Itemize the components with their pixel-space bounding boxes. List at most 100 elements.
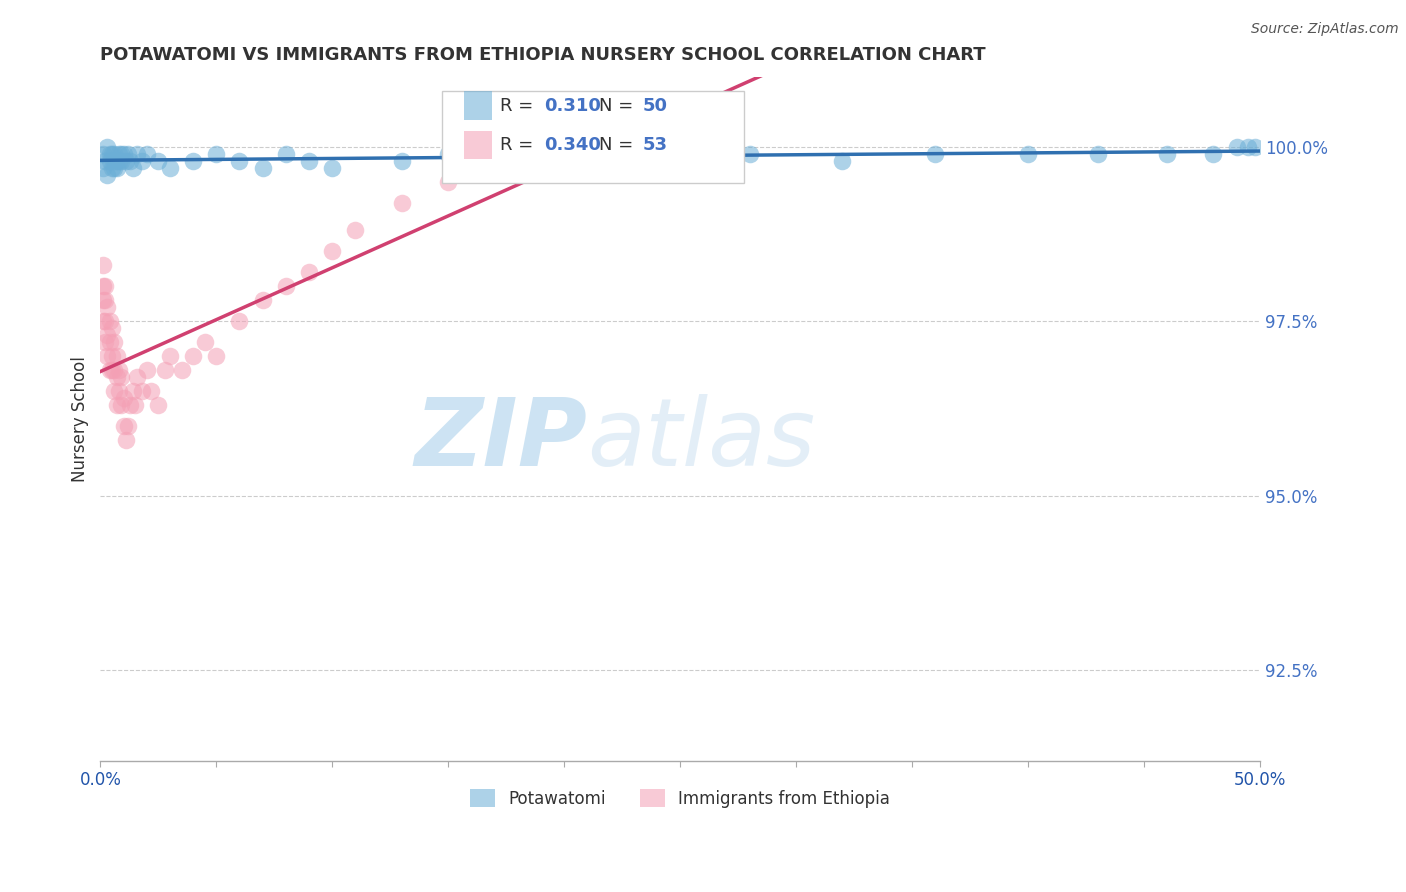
Point — [274, 279, 297, 293]
FancyBboxPatch shape — [464, 131, 492, 160]
Text: N =: N = — [599, 96, 638, 115]
Point — [344, 223, 367, 237]
Point — [831, 153, 853, 168]
Point — [181, 349, 204, 363]
Point — [321, 244, 343, 259]
Point — [96, 349, 118, 363]
Text: POTAWATOMI VS IMMIGRANTS FROM ETHIOPIA NURSERY SCHOOL CORRELATION CHART: POTAWATOMI VS IMMIGRANTS FROM ETHIOPIA N… — [100, 46, 986, 64]
Point — [105, 398, 128, 412]
Point — [91, 314, 114, 328]
Point — [205, 349, 228, 363]
Point — [91, 259, 114, 273]
Point — [148, 153, 170, 168]
Text: N =: N = — [599, 136, 638, 154]
Point — [1202, 146, 1225, 161]
Point — [1017, 146, 1039, 161]
Point — [108, 153, 131, 168]
Point — [98, 363, 121, 377]
Point — [155, 363, 177, 377]
Point — [94, 335, 117, 350]
Point — [321, 161, 343, 175]
Point — [96, 168, 118, 182]
Point — [115, 433, 138, 447]
Point — [274, 146, 297, 161]
Point — [121, 384, 143, 398]
Point — [1226, 139, 1249, 153]
Point — [1244, 139, 1267, 153]
Point — [170, 363, 193, 377]
Point — [148, 398, 170, 412]
Text: R =: R = — [501, 96, 540, 115]
Point — [127, 370, 149, 384]
Point — [120, 398, 142, 412]
Point — [135, 146, 157, 161]
Point — [112, 146, 135, 161]
Point — [298, 265, 321, 279]
Legend: Potawatomi, Immigrants from Ethiopia: Potawatomi, Immigrants from Ethiopia — [464, 783, 897, 814]
Text: 0.310: 0.310 — [544, 96, 602, 115]
Point — [105, 161, 128, 175]
Point — [110, 153, 132, 168]
Point — [159, 349, 181, 363]
Point — [121, 161, 143, 175]
Point — [105, 349, 128, 363]
Point — [131, 384, 153, 398]
Point — [101, 321, 124, 335]
Text: 53: 53 — [643, 136, 668, 154]
Point — [94, 279, 117, 293]
Point — [252, 293, 274, 308]
Point — [103, 161, 125, 175]
Point — [103, 363, 125, 377]
Point — [101, 363, 124, 377]
Point — [98, 335, 121, 350]
Point — [105, 370, 128, 384]
Point — [437, 175, 460, 189]
Point — [103, 146, 125, 161]
Point — [94, 293, 117, 308]
Point — [484, 153, 506, 168]
Point — [252, 161, 274, 175]
FancyBboxPatch shape — [443, 91, 744, 183]
Point — [103, 335, 125, 350]
Text: 50: 50 — [643, 96, 668, 115]
Point — [117, 419, 139, 434]
Text: R =: R = — [501, 136, 540, 154]
Point — [96, 328, 118, 343]
Point — [181, 153, 204, 168]
Point — [141, 384, 163, 398]
Point — [98, 314, 121, 328]
Point — [738, 146, 761, 161]
Point — [159, 161, 181, 175]
Point — [110, 146, 132, 161]
Point — [1087, 146, 1109, 161]
Point — [91, 146, 114, 161]
FancyBboxPatch shape — [464, 91, 492, 120]
Point — [124, 398, 146, 412]
Point — [103, 153, 125, 168]
Point — [96, 300, 118, 314]
Point — [298, 153, 321, 168]
Point — [1156, 146, 1178, 161]
Point — [437, 146, 460, 161]
Point — [228, 314, 250, 328]
Point — [1237, 139, 1260, 153]
Point — [101, 161, 124, 175]
Point — [391, 153, 413, 168]
Point — [94, 153, 117, 168]
Point — [117, 146, 139, 161]
Point — [101, 349, 124, 363]
Point — [120, 153, 142, 168]
Point — [112, 419, 135, 434]
Point — [110, 398, 132, 412]
Point — [228, 153, 250, 168]
Point — [127, 146, 149, 161]
Text: atlas: atlas — [588, 394, 815, 485]
Point — [108, 363, 131, 377]
Point — [91, 279, 114, 293]
Point — [194, 335, 217, 350]
Text: ZIP: ZIP — [415, 393, 588, 485]
Point — [94, 314, 117, 328]
Point — [98, 153, 121, 168]
Point — [108, 384, 131, 398]
Point — [115, 153, 138, 168]
